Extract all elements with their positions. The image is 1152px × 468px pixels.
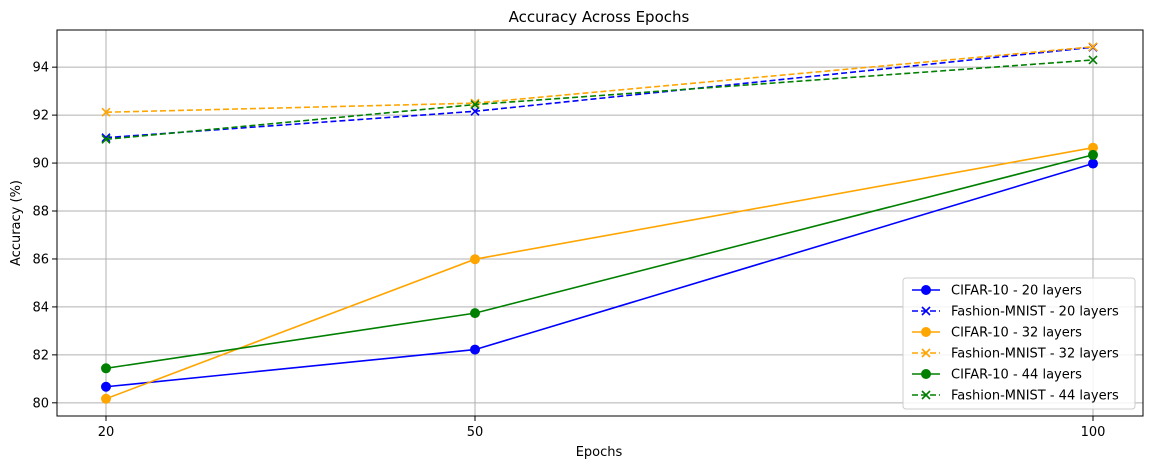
series-1 (101, 158, 1098, 392)
legend-item: CIFAR-10 - 32 layers (912, 326, 1082, 341)
data-point (470, 98, 480, 108)
data-point (1088, 55, 1098, 65)
series-3 (101, 142, 1098, 404)
x-tick-label: 100 (1081, 425, 1106, 440)
y-tick-label: 94 (32, 61, 49, 76)
x-tick-label: 20 (98, 425, 115, 440)
data-point (470, 99, 480, 110)
legend-swatch-marker (921, 390, 931, 400)
legend: CIFAR-10 - 20 layers Fashion-MNIST - 20 l… (902, 277, 1136, 410)
data-point (1088, 158, 1098, 169)
y-tick-label: 90 (32, 157, 49, 172)
x-tick-label: 50 (467, 425, 484, 440)
legend-swatch-marker (921, 327, 931, 337)
data-point (101, 107, 111, 117)
data-point (101, 393, 111, 404)
data-point (470, 106, 480, 116)
legend-item: Fashion-MNIST - 44 layers (912, 389, 1119, 404)
series-layer (101, 42, 1098, 404)
data-point (101, 363, 111, 374)
legend-swatch-marker (921, 285, 931, 295)
plot-frame (56, 29, 1144, 417)
legend-swatch-marker (921, 348, 931, 358)
x-axis-label: Epochs (576, 445, 623, 460)
grid (57, 30, 1143, 416)
y-tick-label: 88 (32, 205, 49, 220)
data-point (1088, 42, 1098, 52)
data-point (101, 133, 111, 143)
data-point (1088, 149, 1098, 160)
y-tick-label: 92 (32, 109, 49, 124)
series-4 (101, 42, 1098, 117)
legend-label: CIFAR-10 - 44 layers (951, 368, 1082, 383)
y-tick-label: 82 (32, 348, 49, 363)
y-tick-label: 86 (32, 252, 49, 267)
legend-item: Fashion-MNIST - 20 layers (912, 305, 1119, 320)
data-point (470, 344, 480, 355)
legend-item: CIFAR-10 - 44 layers (912, 368, 1082, 383)
legend-box (902, 277, 1136, 410)
legend-swatch-marker (921, 306, 931, 316)
legend-item: CIFAR-10 - 20 layers (912, 284, 1082, 299)
series-2 (101, 42, 1098, 143)
series-line (105, 45, 1094, 114)
y-tick-label: 84 (32, 300, 49, 315)
y-tick-label: 80 (32, 396, 49, 411)
y-axis-label: Accuracy (%) (9, 180, 24, 266)
legend-label: Fashion-MNIST - 32 layers (951, 347, 1119, 362)
legend-label: CIFAR-10 - 20 layers (951, 284, 1082, 299)
legend-label: Fashion-MNIST - 44 layers (951, 389, 1119, 404)
series-5 (101, 149, 1098, 374)
axis-ticks: 20 50 100 80 82 84 86 88 90 92 94 (32, 61, 1105, 440)
data-point (101, 381, 111, 392)
legend-label: Fashion-MNIST - 20 layers (951, 305, 1119, 320)
legend-item: Fashion-MNIST - 32 layers (912, 347, 1119, 362)
series-6 (101, 55, 1098, 144)
data-point (470, 254, 480, 265)
data-point (470, 308, 480, 319)
data-point (101, 134, 111, 144)
legend-label: CIFAR-10 - 32 layers (951, 326, 1082, 341)
legend-swatch-marker (921, 369, 931, 379)
chart-title: Accuracy Across Epochs (509, 8, 690, 26)
